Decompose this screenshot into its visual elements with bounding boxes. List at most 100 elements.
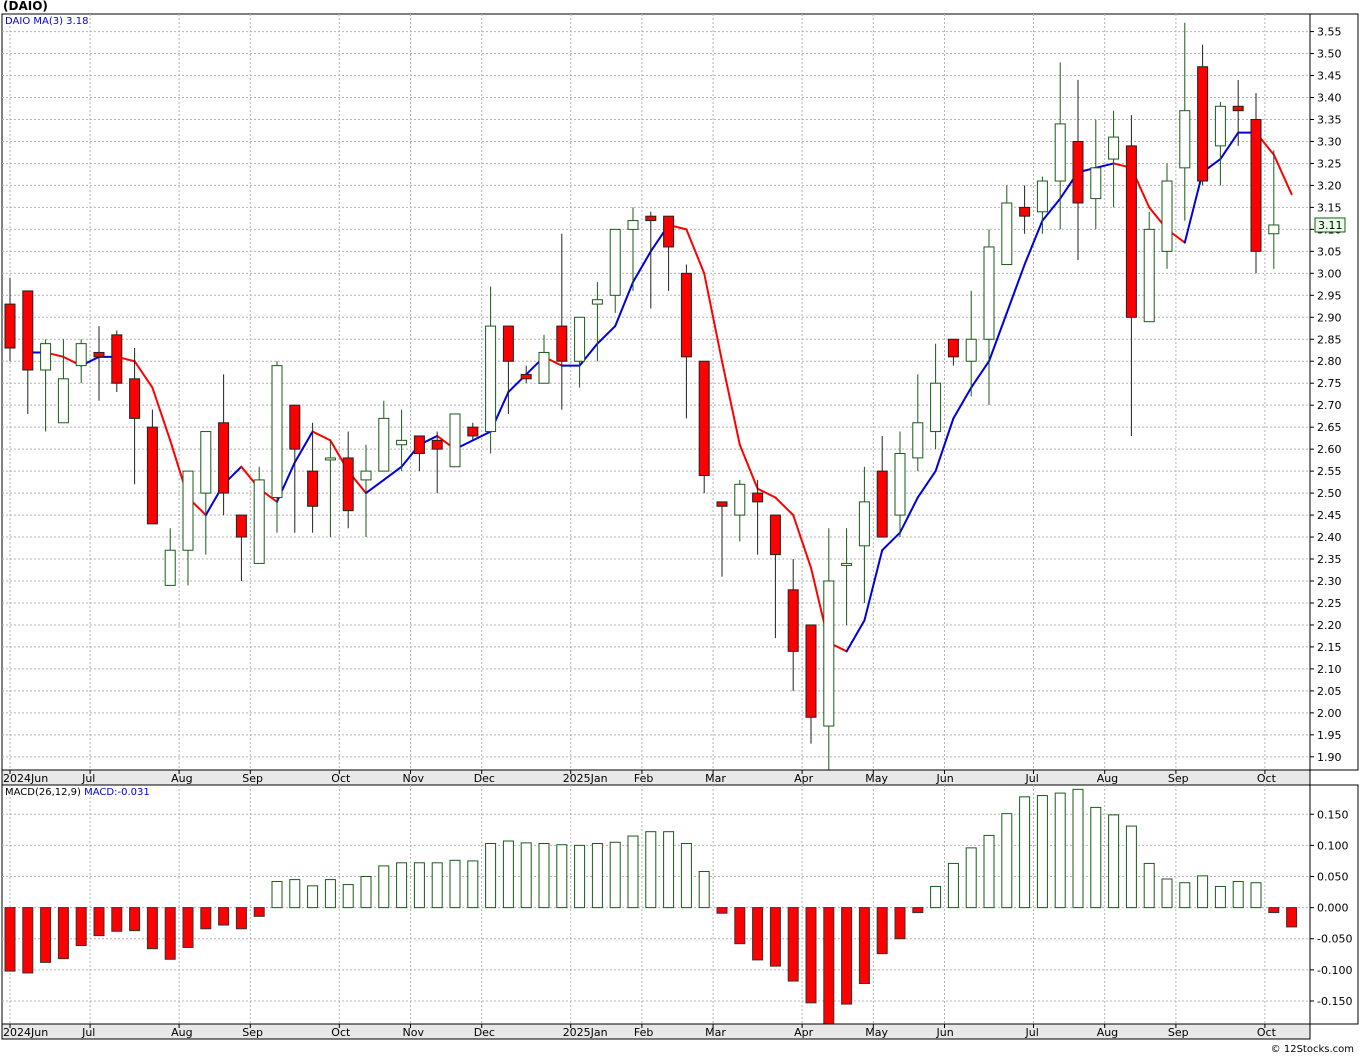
- candle-down: [22, 290, 34, 371]
- ma3-line-segment: [863, 549, 884, 622]
- macd-bar-positive: [324, 879, 336, 909]
- candle-down: [520, 373, 532, 380]
- macd-bar-negative: [787, 907, 799, 982]
- macd-bar-negative: [752, 907, 764, 961]
- candle-up: [858, 501, 870, 547]
- price-y-tick-label: 3.15: [1317, 201, 1342, 214]
- price-x-tick-label: Aug: [171, 772, 192, 785]
- candle-up: [734, 483, 746, 516]
- price-x-tick-label: Oct: [331, 772, 351, 785]
- price-x-tick-label: 2024Jun: [3, 772, 48, 785]
- price-y-tick-label: 2.30: [1317, 575, 1342, 588]
- candle-up: [164, 549, 176, 586]
- candle-up: [1161, 180, 1173, 252]
- price-legend: DAIO MA(3) 3.18: [5, 16, 88, 27]
- macd-bar-negative: [22, 907, 34, 974]
- price-y-tick-label: 2.70: [1317, 399, 1342, 412]
- ma3-line-segment: [578, 342, 599, 367]
- macd-bar-positive: [591, 843, 603, 909]
- candle-up: [823, 580, 835, 727]
- last-price-box: [1314, 217, 1346, 233]
- candle-up: [1108, 136, 1120, 160]
- price-y-tick-label: 2.85: [1317, 333, 1342, 346]
- macd-bar-positive: [1019, 796, 1031, 909]
- candle-down: [413, 435, 425, 455]
- ma3-line-segment: [952, 386, 973, 420]
- price-y-tick-label: 2.95: [1317, 289, 1342, 302]
- macd-bar-positive: [556, 844, 568, 909]
- candle-down: [235, 514, 247, 538]
- candle-up: [396, 439, 408, 446]
- macd-x-tick-label: Feb: [634, 1026, 653, 1039]
- macd-bar-negative: [1286, 907, 1298, 928]
- candle-down: [111, 334, 123, 384]
- ma3-line-segment: [382, 465, 403, 481]
- macd-bar-positive: [1054, 792, 1066, 909]
- candle-down: [787, 589, 799, 652]
- candle-down: [1072, 140, 1084, 204]
- macd-x-tick-label: Jul: [1025, 1026, 1039, 1039]
- macd-bar-negative: [164, 907, 176, 960]
- macd-bar-negative: [200, 907, 212, 930]
- candle-up: [1036, 180, 1048, 213]
- macd-x-tick-label: May: [865, 1026, 888, 1039]
- macd-x-axis: [1, 1023, 1311, 1040]
- ma3-line-segment: [133, 360, 154, 389]
- price-y-tick-label: 2.90: [1317, 311, 1342, 324]
- price-y-tick-label: 1.95: [1317, 729, 1342, 742]
- price-y-tick-label: 2.60: [1317, 443, 1342, 456]
- price-x-tick-label: Jul: [81, 772, 95, 785]
- ma3-line-segment: [632, 250, 652, 284]
- candle-down: [1232, 105, 1244, 112]
- macd-bar-positive: [663, 831, 675, 909]
- price-y-tick-label: 3.00: [1317, 267, 1342, 280]
- macd-bar-negative: [40, 907, 52, 963]
- macd-bar-negative: [805, 907, 817, 1004]
- macd-legend-value: MACD:-0.031: [84, 787, 150, 798]
- candle-up: [271, 365, 283, 498]
- price-x-tick-label: Sep: [242, 772, 263, 785]
- price-x-tick-label: May: [865, 772, 888, 785]
- price-x-tick-label: Jul: [1025, 772, 1039, 785]
- macd-bar-positive: [574, 844, 586, 909]
- macd-bar-positive: [538, 843, 550, 909]
- macd-bar-positive: [449, 859, 461, 909]
- candle-down: [947, 338, 959, 358]
- macd-bar-negative: [841, 907, 853, 1005]
- candle-up: [324, 457, 336, 461]
- ma3-line-segment: [774, 496, 795, 517]
- price-panel: 1.90 1.95 2.00 2.05 2.10 2.15 2.20 2.25 2.30 2.35…: [1, 13, 1359, 786]
- macd-legend: MACD(26,12,9) MACD:-0.031: [5, 787, 150, 798]
- ma3-line-segment: [471, 430, 492, 442]
- macd-bar-negative: [894, 907, 906, 940]
- price-y-tick-label: 2.10: [1317, 663, 1342, 676]
- candle-down: [146, 426, 158, 525]
- candle-up: [57, 378, 69, 424]
- macd-bar-positive: [1001, 813, 1013, 909]
- macd-y-tick-label: -0.050: [1317, 933, 1352, 946]
- macd-bar-negative: [912, 907, 924, 914]
- ma3-line-segment: [916, 470, 937, 499]
- ma3-line-segment: [365, 478, 385, 495]
- macd-y-tick-label: -0.100: [1317, 964, 1352, 977]
- macd-y-tick-label: 0.000: [1317, 902, 1349, 915]
- macd-x-tick-label: Aug: [1097, 1026, 1118, 1039]
- candle-up: [485, 325, 497, 433]
- candle-down: [342, 457, 354, 512]
- ma3-line-segment: [721, 360, 741, 446]
- chart-title: (DAIO): [3, 0, 48, 13]
- candle-up: [912, 422, 924, 459]
- macd-bar-positive: [289, 879, 301, 909]
- candle-up: [965, 338, 977, 362]
- candle-down: [467, 426, 479, 437]
- ma3-line-segment: [596, 325, 617, 345]
- macd-bar-positive: [1125, 825, 1137, 909]
- macd-bar-negative: [129, 907, 141, 932]
- ma3-line-segment: [1005, 263, 1026, 314]
- macd-bar-negative: [93, 907, 105, 937]
- price-y-tick-label: 3.20: [1317, 179, 1342, 192]
- ma3-line-segment: [293, 430, 314, 464]
- price-x-tick-label: Feb: [634, 772, 653, 785]
- ma3-line-segment: [934, 417, 955, 473]
- macd-bar-positive: [520, 842, 532, 909]
